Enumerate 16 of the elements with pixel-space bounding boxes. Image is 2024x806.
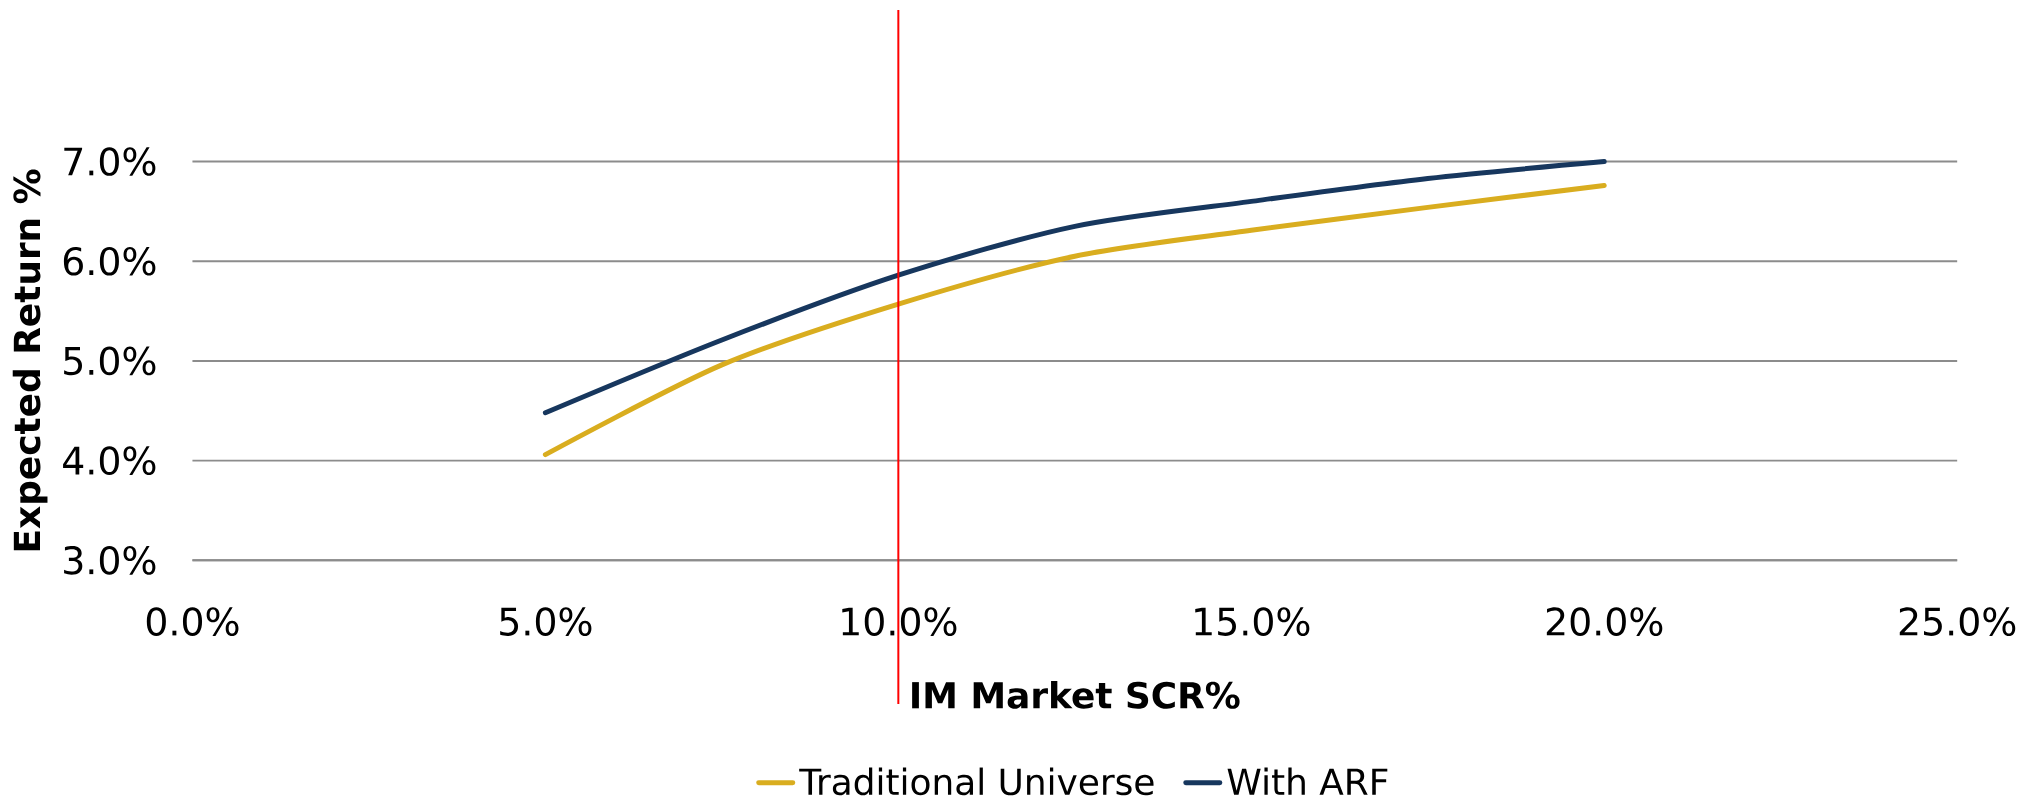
y-axis-title: Expected Return % [12,169,48,551]
x-tick-label: 0.0% [146,607,239,637]
y-tick-label: 5.0% [64,346,156,376]
x-tick-label: 15.0% [1195,607,1310,637]
y-tick-label: 6.0% [63,247,156,276]
x-axis-title: IM Market SCR% [912,681,1240,709]
line-series [542,183,1607,458]
x-tick-label: 5.0% [500,607,592,637]
line-series [542,159,1607,416]
y-tick-label: 4.0% [63,446,156,476]
y-tick-label: 7.0% [64,147,156,176]
legend-label: Traditional Universe [799,767,1154,796]
x-tick-label: 20.0% [1546,607,1663,637]
legend-label: With ARF [1227,767,1388,795]
x-tick-label: 25.0% [1899,607,2016,637]
y-tick-label: 3.0% [64,546,156,575]
